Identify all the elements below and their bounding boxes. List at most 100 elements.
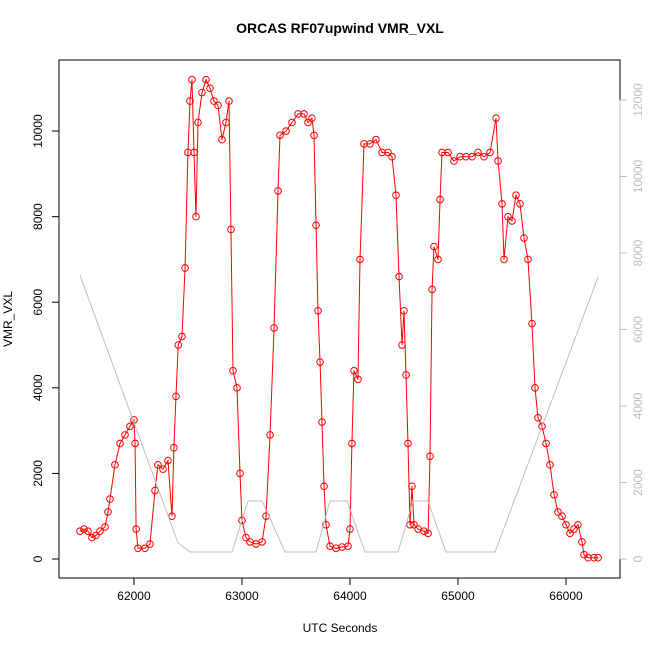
point [222,118,230,127]
y2-tick-label: 8000 [631,239,645,266]
point [288,118,296,127]
point [542,439,550,448]
point [172,392,180,401]
series-line [79,274,599,553]
point [348,439,356,448]
point [80,525,88,533]
y-tick-label: 4000 [31,374,45,401]
point [316,358,324,366]
point [266,431,274,439]
point [322,520,330,529]
point [190,148,198,157]
point [492,114,500,123]
point [531,384,539,392]
point [504,212,512,221]
point [294,110,302,118]
point [229,366,237,375]
point [512,191,520,200]
point [206,84,214,93]
point [159,465,167,473]
point [372,135,380,144]
point [468,152,476,161]
point [276,131,284,140]
point [594,553,602,562]
point [520,234,528,242]
point [462,152,470,161]
point [198,88,206,97]
point [344,542,352,550]
point [310,131,318,140]
point [410,520,418,529]
point [524,255,532,264]
y2-tick-label: 12000 [631,83,645,117]
point [500,255,508,264]
point [426,452,434,461]
point [584,553,592,562]
x-axis-title: UTC Seconds [303,621,378,635]
point [282,127,290,135]
point [101,523,109,531]
point [434,255,442,264]
point [562,520,570,529]
series-line [79,78,599,559]
y-tick-label: 2000 [31,460,45,487]
point [178,332,186,341]
point [242,533,250,542]
y-tick-label: 0 [31,555,45,562]
point [188,75,196,84]
y2-tick-label: 6000 [631,316,645,343]
point [121,431,129,439]
point [210,97,218,105]
point [312,221,320,229]
point [404,439,412,448]
point [88,533,96,542]
y2-tick-label: 4000 [631,392,645,419]
point [111,461,119,469]
point [164,456,172,465]
point [132,525,140,533]
point [546,461,554,469]
point [516,199,524,208]
point [218,135,226,144]
point [192,212,200,221]
y-tick-label: 10000 [31,114,45,148]
point [96,527,104,535]
point [550,491,558,499]
point [308,114,316,123]
point [474,148,482,157]
point [494,157,502,165]
chart-title: ORCAS RF07upwind VMR_VXL [236,20,444,36]
point [76,527,84,535]
point [174,341,183,349]
x-tick-label: 65000 [441,589,475,603]
point [428,285,436,294]
point [408,482,416,491]
point [356,255,364,264]
point [300,110,308,118]
point [570,525,578,533]
point [378,148,386,157]
x-tick-label: 62000 [117,589,151,603]
point [400,306,408,315]
point [438,148,446,157]
point [486,148,494,157]
point [186,97,194,105]
point [392,191,400,200]
point [318,418,326,426]
point [528,319,536,328]
point [202,75,210,84]
point [238,516,246,525]
y-tick-label: 8000 [31,203,45,230]
point [534,413,542,422]
point [554,508,562,516]
point [320,482,328,491]
point [590,553,598,562]
point [258,538,266,546]
point [233,384,241,392]
point [141,544,149,553]
point [350,366,358,375]
point [227,225,235,234]
x-tick-label: 66000 [549,589,583,603]
point [420,527,428,535]
y-axis-title: VMR_VXL [1,291,15,347]
